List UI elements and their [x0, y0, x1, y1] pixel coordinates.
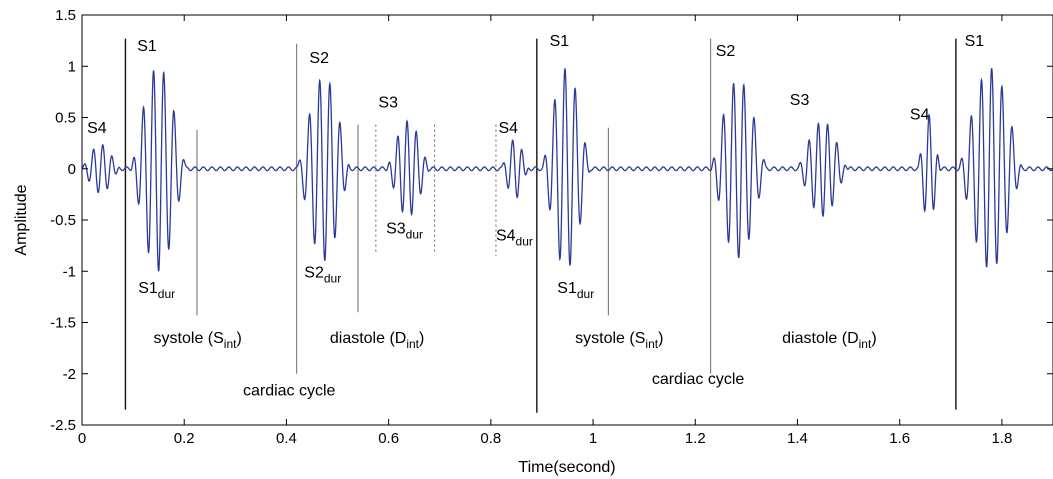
x-tick-label: 1.6: [889, 430, 910, 447]
y-tick-label: -1.5: [50, 315, 76, 332]
annotation-s2dur-a: S2dur: [304, 264, 341, 285]
annotation-s1-c: S1: [965, 33, 985, 50]
annotation-dia-a: diastole (Dint): [330, 330, 425, 351]
y-tick-label: -2: [63, 366, 76, 383]
annotation-s2-b: S2: [716, 43, 736, 60]
annotation-s3-b: S3: [790, 92, 810, 109]
annotation-s4-a: S4: [87, 120, 107, 137]
annotation-s3-a: S3: [378, 94, 398, 111]
x-tick-label: 1: [589, 430, 597, 447]
annotation-s1dur-a: S1dur: [138, 280, 175, 301]
annotation-s4-b: S4: [499, 120, 519, 137]
annotation-s1dur-b: S1dur: [557, 280, 594, 301]
y-tick-label: 1: [68, 58, 76, 75]
marker-lines: [124, 38, 957, 413]
signal-waveform: [81, 68, 1053, 272]
y-tick-label: -2.5: [50, 417, 76, 434]
annotations: S4 S1 S2 S3 S4 S1 S2 S3 S4 S1 cardiac cycle cardiac…: [87, 33, 984, 400]
annotation-s1-a: S1: [137, 38, 157, 55]
annotation-s1-b: S1: [550, 33, 570, 50]
axis-ticks: 0 0.2 0.4 0.6 0.8 1 1.2 1.4 1.6 1.8 1.5 1 0.5 0 -0.5 -1…: [50, 7, 1053, 447]
x-tick-label: 0.2: [174, 430, 195, 447]
y-tick-label: -1: [63, 263, 76, 280]
plot-area: [81, 14, 1053, 426]
annotation-s2-a: S2: [309, 50, 329, 67]
annotation-s4dur-a: S4dur: [496, 228, 533, 249]
signal-line: [81, 68, 1053, 272]
x-tick-label: 1.2: [685, 430, 706, 447]
x-tick-label: 1.4: [787, 430, 808, 447]
y-tick-label: 0: [68, 161, 76, 178]
x-tick-label: 0.4: [276, 430, 297, 447]
x-axis-label: Time(second): [518, 459, 615, 476]
y-tick-label: 0.5: [55, 110, 76, 127]
annotation-dia-b: diastole (Dint): [782, 330, 877, 351]
x-tick-label: 0.8: [480, 430, 501, 447]
annotation-cc-b: cardiac cycle: [652, 371, 745, 388]
x-tick-label: 1.8: [991, 430, 1012, 447]
y-tick-label: 1.5: [55, 7, 76, 24]
x-tick-label: 0: [78, 430, 86, 447]
y-tick-label: -0.5: [50, 212, 76, 229]
annotation-sys-b: systole (Sint): [575, 330, 663, 351]
annotation-cc-a: cardiac cycle: [243, 382, 336, 399]
y-axis-label: Amplitude: [13, 184, 30, 255]
annotation-s3dur-a: S3dur: [386, 220, 423, 241]
annotation-sys-a: systole (Sint): [154, 330, 242, 351]
annotation-s4-c: S4: [910, 107, 930, 124]
x-tick-label: 0.6: [378, 430, 399, 447]
